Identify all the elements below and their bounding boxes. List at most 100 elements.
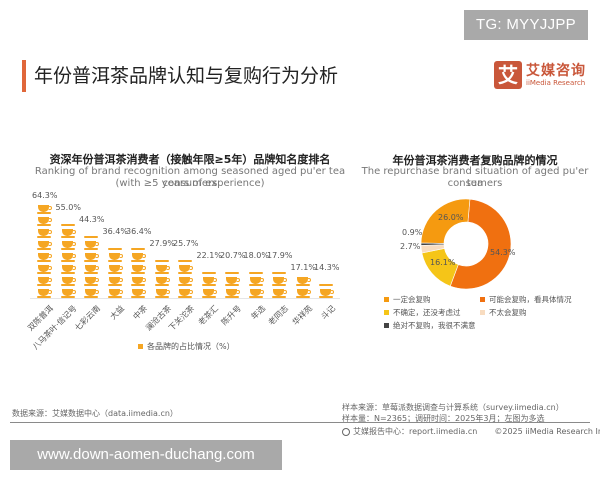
title-accent-bar — [22, 60, 26, 92]
legend-item: 绝对不复购，我很不满意 — [384, 320, 476, 331]
x-axis-label: 年选 — [248, 303, 267, 322]
page-title: 年份普洱茶品牌认知与复购行为分析 — [34, 65, 339, 87]
legend-label: 绝对不复购，我很不满意 — [393, 321, 476, 330]
teacup-icon — [154, 275, 171, 286]
legend-label: 不确定，还没考虑过 — [393, 308, 461, 317]
donut-slice — [449, 198, 512, 290]
bar-value-label: 17.1% — [290, 263, 316, 272]
bar-value-label: 64.3% — [32, 191, 58, 200]
right-chart-title-en-2: consumers — [447, 178, 503, 189]
left-chart-title-en-2: (with ≥5 years of experience) — [115, 178, 265, 189]
legend-swatch — [384, 310, 389, 315]
legend-swatch — [138, 344, 143, 349]
bar-column — [222, 262, 244, 298]
bar-column — [152, 250, 174, 298]
teacup-icon — [37, 215, 53, 226]
teacup-icon — [60, 287, 77, 298]
teacup-icon — [178, 275, 194, 286]
teacup-icon — [201, 263, 218, 274]
legend-swatch — [384, 323, 389, 328]
iimedia-logo: 艾 艾媒咨询 iiMedia Research — [494, 60, 590, 92]
teacup-icon — [272, 287, 288, 298]
legend-label: 一定会复购 — [393, 295, 431, 304]
repurchase-donut-chart — [420, 198, 512, 290]
teacup-icon — [178, 287, 194, 298]
bar-value-label: 55.0% — [55, 203, 81, 212]
sample-source: 样本来源：草莓派数据调查与计算系统（survey.iimedia.cn） — [342, 403, 564, 412]
legend-swatch — [384, 297, 389, 302]
teacup-icon — [131, 287, 147, 298]
teacup-icon — [295, 275, 312, 286]
teacup-icon — [84, 275, 100, 286]
bar-value-label: 17.9% — [267, 251, 293, 260]
teacup-icon — [225, 275, 241, 286]
bar-column — [199, 262, 221, 298]
bar-column — [246, 262, 268, 298]
bar-column — [34, 202, 56, 298]
teacup-icon — [84, 227, 100, 238]
teacup-icon — [131, 251, 147, 262]
teacup-icon — [37, 251, 53, 262]
footer-credit: 艾媒报告中心：report.iimedia.cn ©2025 iiMedia R… — [342, 426, 600, 437]
donut-value-label: 0.9% — [402, 228, 423, 237]
report-center-link[interactable]: 艾媒报告中心：report.iimedia.cn — [353, 427, 478, 436]
donut-value-label: 26.0% — [438, 213, 464, 222]
teacup-icon — [37, 227, 53, 238]
bar-value-label: 20.7% — [220, 251, 246, 260]
bar-value-label: 36.4% — [102, 227, 128, 236]
legend-swatch — [480, 297, 485, 302]
teacup-icon — [154, 287, 171, 298]
x-axis-label: 华祥苑 — [290, 303, 314, 328]
watermark-top: TG: MYYJJPP — [464, 10, 588, 40]
teacup-icon — [60, 251, 77, 262]
x-axis-label: 陈升号 — [219, 303, 244, 328]
bar-value-label: 14.3% — [314, 263, 340, 272]
teacup-icon — [272, 263, 288, 274]
teacup-icon — [154, 251, 171, 262]
logo-text-cn: 艾媒咨询 — [526, 63, 586, 79]
legend-item: 可能会复购，看具体情况 — [480, 294, 572, 305]
teacup-icon — [60, 275, 77, 286]
left-chart-title-en-1: Ranking of brand recognition among seaso… — [34, 166, 346, 189]
teacup-icon — [37, 275, 53, 286]
sample-size: 样本量：N=2365；调研时间：2025年3月；左图为多选 — [342, 414, 545, 423]
bar-value-label: 36.4% — [126, 227, 152, 236]
bar-column — [105, 238, 127, 298]
bar-column — [81, 226, 103, 298]
donut-value-label: 16.1% — [430, 258, 456, 267]
teacup-icon — [178, 263, 194, 274]
teacup-icon — [60, 263, 77, 274]
teacup-icon — [84, 239, 100, 250]
bar-value-label: 22.1% — [196, 251, 222, 260]
bar-column — [58, 214, 80, 298]
teacup-icon — [84, 287, 100, 298]
teacup-icon — [60, 227, 77, 238]
legend-label: 可能会复购，看具体情况 — [489, 295, 572, 304]
data-source-note: 数据来源：艾媒数据中心（data.iimedia.cn） — [12, 409, 178, 418]
teacup-icon — [37, 239, 53, 250]
teacup-icon — [37, 263, 53, 274]
teacup-icon — [225, 263, 241, 274]
brand-recognition-pictogram-chart: 64.3% 55.0% 44.3% 36.4% 36.4% 27.9% 25.7% 22.1%… — [30, 180, 350, 305]
teacup-icon — [248, 275, 265, 286]
bar-value-label: 27.9% — [149, 239, 175, 248]
legend-swatch — [480, 310, 485, 315]
x-axis-label: 中茶 — [131, 303, 150, 322]
donut-value-label: 54.3% — [490, 248, 516, 257]
teacup-icon — [107, 275, 124, 286]
sample-notes: 样本来源：草莓派数据调查与计算系统（survey.iimedia.cn） 样本量… — [342, 402, 564, 424]
teacup-icon — [272, 275, 288, 286]
teacup-icon — [131, 263, 147, 274]
teacup-icon — [248, 287, 265, 298]
teacup-icon — [295, 287, 312, 298]
left-chart-title-cn: 资深年份普洱茶消费者（接触年限≥5年）品牌知名度排名 — [49, 153, 331, 166]
teacup-icon — [248, 263, 265, 274]
logo-mark-icon: 艾 — [494, 61, 522, 89]
copyright: ©2025 iiMedia Research Inc — [494, 427, 600, 436]
bar-column — [269, 262, 291, 298]
teacup-icon — [201, 287, 218, 298]
teacup-icon — [107, 239, 124, 250]
teacup-icon — [107, 251, 124, 262]
bar-column — [293, 274, 315, 298]
logo-text-en: iiMedia Research — [526, 79, 586, 87]
